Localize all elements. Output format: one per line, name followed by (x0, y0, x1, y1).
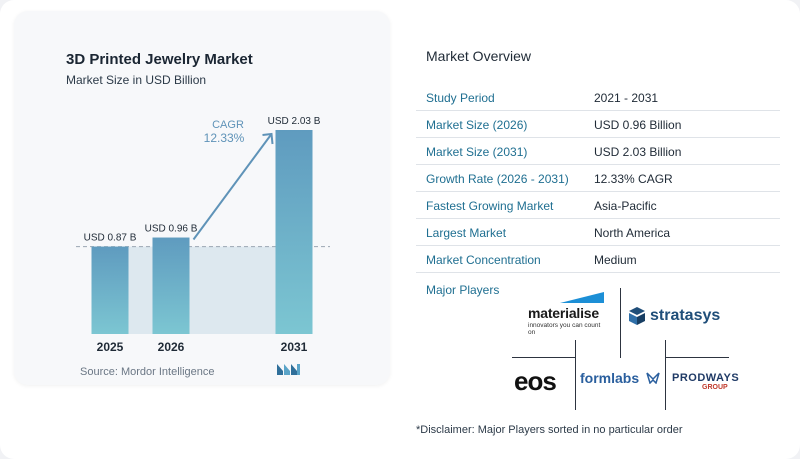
bar-data-label: USD 2.03 B (268, 116, 321, 127)
x-tick-label: 2025 (97, 340, 124, 354)
overview-value: Asia-Pacific (594, 199, 657, 213)
formlabs-wings-icon (646, 372, 660, 384)
eos-wordmark: eos (514, 366, 557, 396)
cagr-label: CAGR (212, 119, 244, 131)
mordor-intelligence-logo (277, 364, 300, 375)
overview-row-largest-market: Largest Market North America (416, 219, 780, 246)
overview-row-fastest-growing: Fastest Growing Market Asia-Pacific (416, 192, 780, 219)
bar-2025 (91, 246, 129, 334)
stratasys-logo: stratasys (628, 305, 728, 331)
stratasys-cube-icon (629, 307, 645, 325)
bar-2026 (152, 237, 190, 334)
overview-label: Market Size (2031) (426, 145, 528, 159)
cagr-arrow (192, 133, 273, 241)
stratasys-wordmark: stratasys (650, 307, 721, 324)
overview-row-study-period: Study Period 2021 - 2031 (416, 84, 780, 111)
bar-data-label: USD 0.87 B (84, 233, 137, 244)
prodways-wordmark: PRODWAYS (672, 372, 740, 384)
overview-value: 2021 - 2031 (594, 91, 659, 105)
overview-label: Market Size (2026) (426, 118, 528, 132)
overview-label: Fastest Growing Market (426, 199, 554, 213)
players-divider (665, 357, 729, 358)
overview-row-market-size-2031: Market Size (2031) USD 2.03 Billion (416, 138, 780, 165)
cagr-arrowhead (262, 132, 274, 145)
major-players-title: Major Players (426, 283, 500, 297)
x-tick-label: 2026 (158, 340, 185, 354)
players-divider (512, 357, 576, 358)
prodways-group-label: GROUP (702, 384, 728, 391)
overview-label: Market Concentration (426, 253, 541, 267)
materialise-wordmark: materialise (528, 305, 599, 321)
materialise-tagline: innovators you can count on (528, 322, 601, 336)
overview-row-market-size-2026: Market Size (2026) USD 0.96 Billion (416, 111, 780, 138)
bar-2031 (275, 130, 313, 334)
bar-chart: USD 0.87 B 2025 USD 0.96 B 2026 USD 2.03 B 20… (76, 116, 330, 354)
overview-label: Growth Rate (2026 - 2031) (426, 172, 569, 186)
chart-subtitle: Market Size in USD Billion (66, 73, 207, 87)
overview-value: USD 2.03 Billion (594, 145, 682, 159)
source-note: Source: Mordor Intelligence (80, 366, 215, 378)
overview-value: Medium (594, 253, 637, 267)
cagr-value: 12.33% (204, 131, 245, 145)
overview-value: North America (594, 226, 671, 240)
materialise-logo: materialise innovators you can count on (526, 290, 608, 336)
chart-title: 3D Printed Jewelry Market (66, 51, 253, 68)
prodways-logo: PRODWAYS GROUP (672, 372, 739, 396)
overview-value: USD 0.96 Billion (594, 118, 682, 132)
overview-title: Market Overview (426, 48, 532, 64)
overview-label: Largest Market (426, 226, 507, 240)
bar-data-label: USD 0.96 B (145, 224, 198, 235)
overview-row-growth-rate: Growth Rate (2026 - 2031) 12.33% CAGR (416, 165, 780, 192)
players-divider (620, 288, 621, 358)
eos-logo: eos (514, 366, 572, 398)
overview-row-concentration: Market Concentration Medium (416, 246, 780, 273)
materialise-mark-icon (560, 292, 604, 303)
formlabs-wordmark: formlabs (580, 370, 640, 386)
formlabs-logo: formlabs (580, 370, 664, 392)
players-divider (665, 340, 666, 410)
overview-value: 12.33% CAGR (594, 172, 673, 186)
overview-label: Study Period (426, 91, 495, 105)
disclaimer: *Disclaimer: Major Players sorted in no … (416, 424, 683, 436)
players-divider (575, 340, 576, 410)
x-tick-label: 2031 (281, 340, 308, 354)
